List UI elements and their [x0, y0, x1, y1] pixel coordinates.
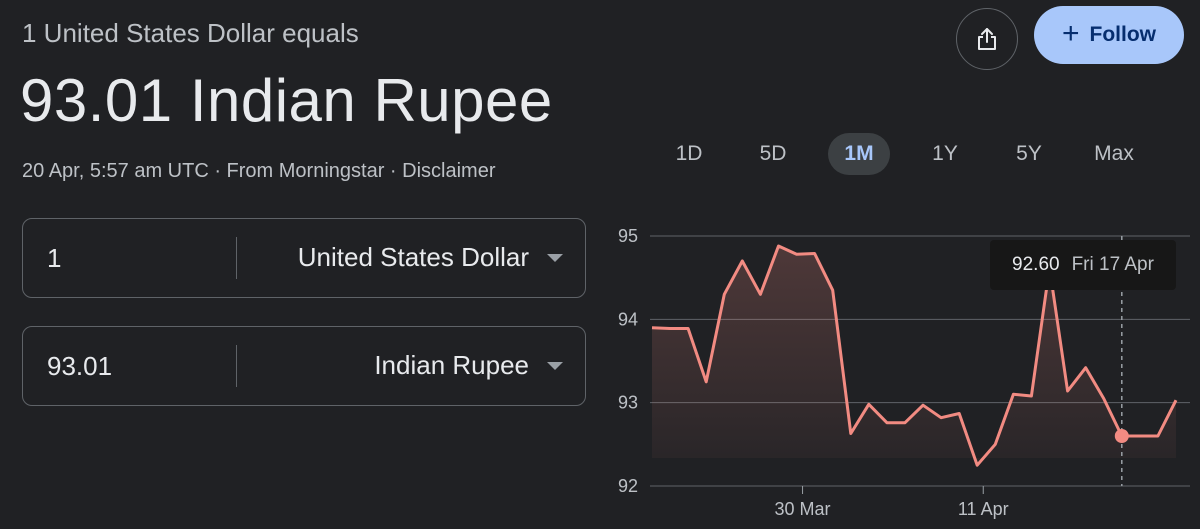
separator: ·: [384, 160, 403, 182]
tab-1d[interactable]: 1D: [675, 142, 703, 165]
x-tick-label: 30 Mar: [775, 499, 831, 519]
tooltip-value: 92.60: [1012, 254, 1060, 275]
tab-max[interactable]: Max: [1094, 142, 1134, 165]
converted-rate: 93.01 Indian Rupee: [20, 67, 553, 134]
chevron-down-icon[interactable]: [547, 362, 563, 370]
disclaimer-link[interactable]: Disclaimer: [402, 160, 496, 182]
from-converter-row: 1 United States Dollar: [22, 218, 586, 298]
tab-5d[interactable]: 5D: [759, 142, 787, 165]
from-currency-select[interactable]: United States Dollar: [297, 242, 529, 272]
chevron-down-icon[interactable]: [547, 254, 563, 262]
chart-series-line: [651, 244, 1178, 467]
follow-label: Follow: [1089, 23, 1157, 46]
hover-point: [1114, 429, 1129, 443]
field-divider: [236, 237, 237, 279]
y-tick-label: 93: [618, 393, 638, 413]
y-tick-label: 92: [618, 476, 638, 496]
to-converter-row: 93.01 Indian Rupee: [22, 326, 586, 406]
tab-5y[interactable]: 5Y: [1016, 142, 1042, 165]
y-tick-label: 95: [618, 226, 638, 246]
tab-1m[interactable]: 1M: [828, 133, 890, 175]
y-tick-label: 94: [618, 309, 638, 329]
rate-subtitle: 1 United States Dollar equals: [22, 18, 359, 48]
tooltip-date: Fri 17 Apr: [1071, 254, 1154, 275]
tab-1y[interactable]: 1Y: [932, 142, 958, 165]
from-amount-input[interactable]: 1: [47, 243, 62, 273]
plus-icon: +: [1061, 16, 1080, 50]
separator: ·: [208, 160, 227, 182]
field-divider: [236, 345, 237, 387]
timestamp: 20 Apr, 5:57 am UTC: [22, 160, 209, 182]
exchange-rate-chart[interactable]: 95 94 93 92 30 Mar 11 Apr: [600, 210, 1190, 529]
x-tick-label: 11 Apr: [958, 499, 1009, 519]
follow-button[interactable]: + Follow: [1034, 6, 1184, 64]
share-icon: [978, 28, 996, 50]
share-button[interactable]: [956, 8, 1018, 70]
to-currency-select[interactable]: Indian Rupee: [374, 350, 529, 380]
rate-meta: 20 Apr, 5:57 am UTC · From Morningstar ·…: [22, 160, 495, 183]
source-text: From Morningstar: [226, 160, 385, 182]
chart-tooltip: 92.60 Fri 17 Apr: [990, 240, 1176, 290]
to-amount-input[interactable]: 93.01: [47, 351, 113, 381]
